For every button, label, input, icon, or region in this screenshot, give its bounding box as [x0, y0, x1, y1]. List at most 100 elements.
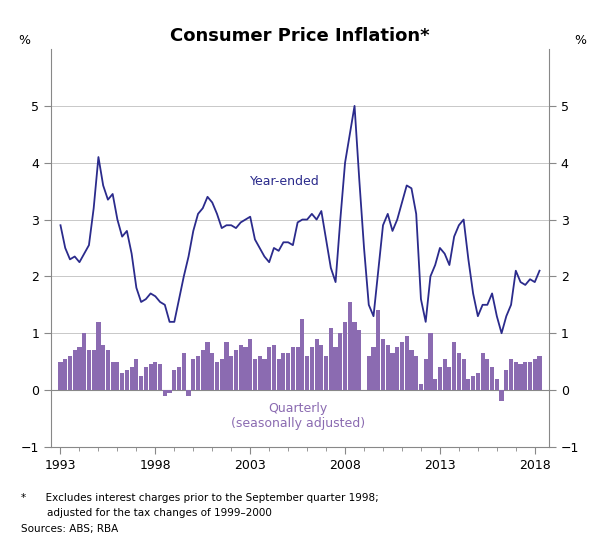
Bar [461, 359, 466, 390]
Bar [424, 359, 428, 390]
Bar [367, 356, 371, 390]
Bar [319, 344, 323, 390]
Bar [149, 365, 152, 390]
Text: adjusted for the tax changes of 1999–2000: adjusted for the tax changes of 1999–200… [21, 508, 272, 518]
Bar [300, 319, 304, 390]
Bar [433, 379, 437, 390]
Bar [267, 348, 271, 390]
Text: %: % [19, 34, 31, 47]
Bar [523, 362, 527, 390]
Bar [205, 342, 209, 390]
Bar [120, 373, 124, 390]
Bar [343, 322, 347, 390]
Bar [490, 367, 494, 390]
Bar [314, 339, 319, 390]
Bar [134, 359, 139, 390]
Bar [177, 367, 181, 390]
Bar [376, 311, 380, 390]
Bar [167, 390, 172, 393]
Bar [63, 359, 67, 390]
Bar [215, 362, 219, 390]
Bar [229, 356, 233, 390]
Bar [476, 373, 480, 390]
Bar [262, 359, 266, 390]
Bar [296, 348, 300, 390]
Bar [409, 350, 413, 390]
Bar [471, 376, 475, 390]
Bar [158, 365, 162, 390]
Bar [139, 376, 143, 390]
Bar [82, 333, 86, 390]
Bar [443, 359, 447, 390]
Bar [466, 379, 470, 390]
Bar [357, 330, 361, 390]
Bar [499, 390, 503, 402]
Bar [528, 362, 532, 390]
Bar [87, 350, 91, 390]
Bar [481, 353, 485, 390]
Bar [130, 367, 134, 390]
Bar [125, 370, 129, 390]
Bar [253, 359, 257, 390]
Bar [281, 353, 286, 390]
Text: %: % [574, 34, 586, 47]
Bar [220, 359, 224, 390]
Bar [291, 348, 295, 390]
Bar [400, 342, 404, 390]
Bar [244, 348, 248, 390]
Bar [286, 353, 290, 390]
Bar [210, 353, 214, 390]
Bar [68, 356, 72, 390]
Bar [277, 359, 281, 390]
Bar [110, 362, 115, 390]
Bar [305, 356, 309, 390]
Bar [533, 359, 537, 390]
Bar [144, 367, 148, 390]
Bar [448, 367, 451, 390]
Bar [92, 350, 96, 390]
Bar [106, 350, 110, 390]
Bar [404, 336, 409, 390]
Bar [187, 390, 191, 396]
Bar [419, 384, 423, 390]
Bar [115, 362, 119, 390]
Bar [457, 353, 461, 390]
Bar [438, 367, 442, 390]
Text: Sources: ABS; RBA: Sources: ABS; RBA [21, 524, 118, 534]
Bar [257, 356, 262, 390]
Bar [248, 339, 252, 390]
Text: Year-ended: Year-ended [250, 175, 319, 189]
Bar [352, 322, 356, 390]
Text: Quarterly
(seasonally adjusted): Quarterly (seasonally adjusted) [230, 402, 365, 429]
Bar [172, 370, 176, 390]
Bar [348, 302, 352, 390]
Bar [324, 356, 328, 390]
Bar [182, 353, 186, 390]
Bar [485, 359, 490, 390]
Bar [101, 344, 105, 390]
Bar [163, 390, 167, 396]
Bar [504, 370, 508, 390]
Bar [395, 348, 400, 390]
Bar [538, 356, 542, 390]
Bar [386, 344, 390, 390]
Bar [196, 356, 200, 390]
Bar [97, 322, 101, 390]
Bar [239, 344, 243, 390]
Bar [153, 362, 157, 390]
Bar [310, 348, 314, 390]
Bar [200, 350, 205, 390]
Bar [428, 333, 433, 390]
Bar [381, 339, 385, 390]
Bar [338, 333, 343, 390]
Bar [452, 342, 456, 390]
Bar [191, 359, 196, 390]
Bar [58, 362, 62, 390]
Bar [73, 350, 77, 390]
Text: *      Excludes interest charges prior to the September quarter 1998;: * Excludes interest charges prior to the… [21, 493, 379, 503]
Bar [272, 344, 276, 390]
Bar [334, 348, 338, 390]
Bar [234, 350, 238, 390]
Bar [77, 348, 82, 390]
Bar [371, 348, 376, 390]
